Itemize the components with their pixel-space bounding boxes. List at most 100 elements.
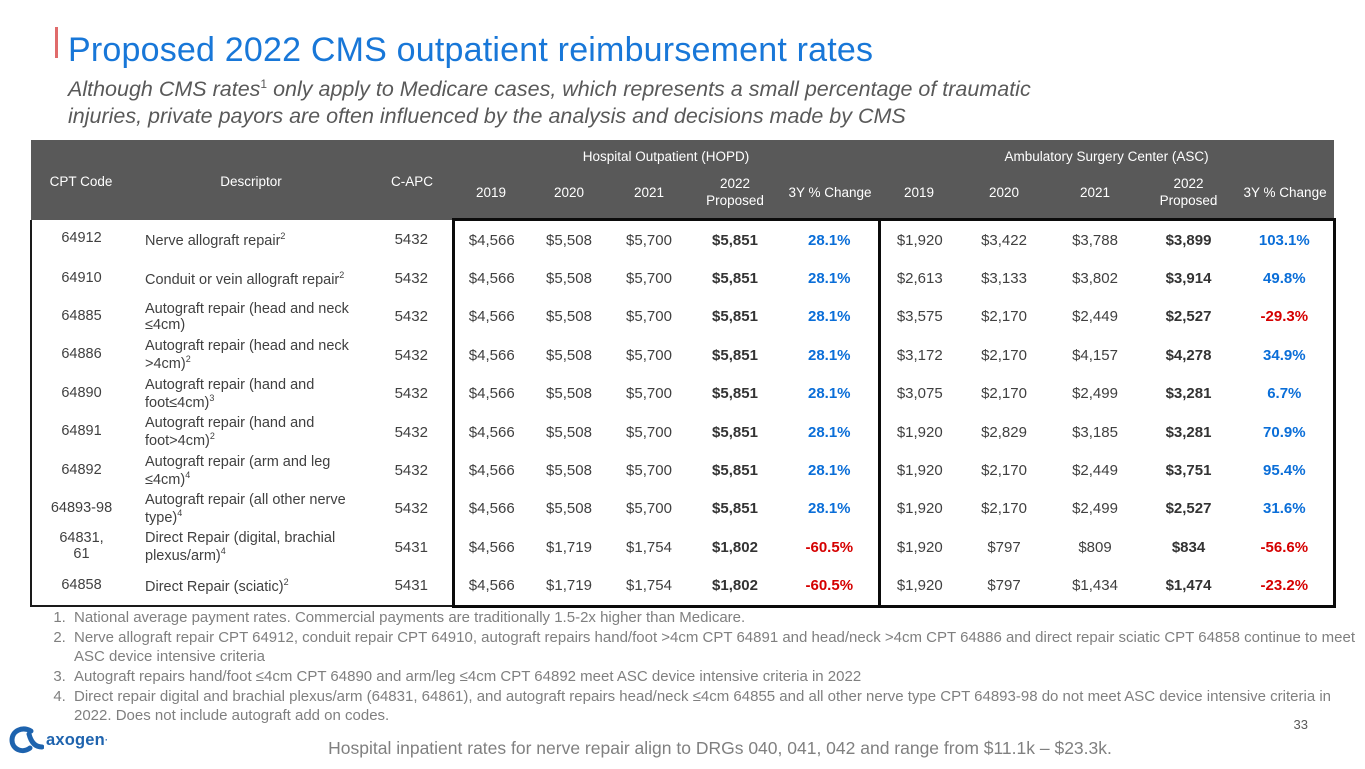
footnote-2: Nerve allograft repair CPT 64912, condui… [70,628,1365,666]
cpt-code-cell: 64891 [30,412,131,452]
asc-rate-cell: $3,281 [1141,412,1237,452]
hopd-rate-cell: $5,508 [529,412,609,452]
hopd-3y-change-cell: 28.1% [781,374,881,413]
asc-3y-change-cell: 6.7% [1236,374,1336,413]
asc-rate-cell: $1,920 [877,528,960,567]
col-header-hopd-2019: 2019 [453,168,529,220]
hopd-rate-cell: $5,700 [609,412,689,452]
descriptor-cell: Autograft repair (head and neck >4cm)2 [131,336,371,375]
asc-rate-cell: $3,788 [1049,218,1142,260]
table-row: 64858 Direct Repair (sciatic)2 5431 $4,566 $… [30,566,1336,608]
asc-rate-cell: $809 [1049,528,1142,567]
hopd-3y-change-cell: 28.1% [781,218,881,260]
axogen-logo-icon [9,726,44,754]
group-header-asc: Ambulatory Surgery Center (ASC) [879,140,1335,168]
asc-rate-cell: $2,170 [959,297,1050,337]
asc-rate-cell: $834 [1141,528,1237,567]
hopd-rate-cell: $5,851 [689,451,781,490]
descriptor-cell: Autograft repair (hand and foot>4cm)2 [131,412,371,452]
asc-rate-cell: $3,172 [877,336,960,375]
table-row: 64893-98 Autograft repair (all other nerv… [30,489,1336,529]
hopd-rate-cell: $5,700 [609,297,689,337]
col-header-asc-2019: 2019 [879,168,960,220]
cpt-code-cell: 64892 [30,451,131,490]
table-row: 64891 Autograft repair (hand and foot>4cm… [30,412,1336,452]
asc-rate-cell: $3,133 [959,259,1050,298]
hopd-rate-cell: $1,754 [609,528,689,567]
hopd-rate-cell: $4,566 [451,297,529,337]
table-row: 64910 Conduit or vein allograft repair2 54… [30,259,1336,298]
hopd-3y-change-cell: 28.1% [781,336,881,375]
subtitle-line1: Although CMS rates1 only apply to Medica… [68,76,1308,103]
capc-cell: 5431 [371,528,453,567]
asc-rate-cell: $1,920 [877,218,960,260]
hopd-rate-cell: $5,851 [689,259,781,298]
page-number: 33 [1293,717,1308,732]
asc-rate-cell: $3,075 [877,374,960,413]
hopd-rate-cell: $5,851 [689,297,781,337]
table-row: 64892 Autograft repair (arm and leg ≤4cm)… [30,451,1336,490]
hopd-rate-cell: $4,566 [451,336,529,375]
hopd-rate-cell: $4,566 [451,566,529,608]
asc-rate-cell: $2,170 [959,374,1050,413]
title-accent-bar [55,27,58,58]
asc-rate-cell: $2,170 [959,336,1050,375]
hopd-rate-cell: $1,719 [529,528,609,567]
col-header-cpt-code: CPT Code [31,140,131,220]
footer-note: Hospital inpatient rates for nerve repai… [328,738,1112,758]
asc-rate-cell: $3,751 [1141,451,1237,490]
subtitle-footnote-ref: 1 [260,76,268,91]
asc-rate-cell: $2,829 [959,412,1050,452]
cpt-code-cell: 64885 [30,297,131,337]
hopd-rate-cell: $5,700 [609,218,689,260]
asc-rate-cell: $2,449 [1049,451,1142,490]
hopd-rate-cell: $4,566 [451,451,529,490]
capc-cell: 5432 [371,297,453,337]
table-row: 64886 Autograft repair (head and neck >4c… [30,336,1336,375]
descriptor-cell: Autograft repair (arm and leg ≤4cm)4 [131,451,371,490]
asc-rate-cell: $1,920 [877,412,960,452]
asc-rate-cell: $2,170 [959,489,1050,529]
col-header-asc-2021: 2021 [1049,168,1142,220]
cpt-code-cell: 64886 [30,336,131,375]
capc-cell: 5432 [371,259,453,298]
hopd-3y-change-cell: 28.1% [781,489,881,529]
footnote-1: National average payment rates. Commerci… [70,608,1365,627]
subtitle-text: Although CMS rates [68,77,261,101]
hopd-rate-cell: $5,851 [689,218,781,260]
col-header-capc: C-APC [371,140,453,220]
asc-rate-cell: $797 [959,566,1050,608]
hopd-rate-cell: $5,700 [609,451,689,490]
table-row: 64890 Autograft repair (hand and foot≤4cm… [30,374,1336,413]
hopd-rate-cell: $4,566 [451,489,529,529]
descriptor-cell: Autograft repair (all other nerve type)4 [131,489,371,529]
cpt-code-cell: 64912 [30,219,131,260]
hopd-rate-cell: $5,700 [609,489,689,529]
capc-cell: 5432 [371,219,453,260]
capc-cell: 5432 [371,374,453,413]
asc-rate-cell: $3,899 [1141,218,1237,260]
hopd-3y-change-cell: -60.5% [781,528,881,567]
hopd-rate-cell: $5,851 [689,489,781,529]
col-header-hopd-3y-change: 3Y % Change [781,168,880,220]
cpt-code-cell: 64831, 61 [30,528,131,567]
capc-cell: 5432 [371,412,453,452]
hopd-rate-cell: $4,566 [451,218,529,260]
hopd-rate-cell: $5,508 [529,218,609,260]
cpt-code-cell: 64890 [30,374,131,413]
table-row: 64885 Autograft repair (head and neck ≤4c… [30,297,1336,337]
asc-3y-change-cell: 49.8% [1236,259,1336,298]
descriptor-cell: Autograft repair (head and neck ≤4cm) [131,297,371,337]
hopd-rate-cell: $1,719 [529,566,609,608]
axogen-logo-text: axogen [46,730,105,749]
asc-rate-cell: $3,575 [877,297,960,337]
hopd-rate-cell: $5,508 [529,259,609,298]
hopd-rate-cell: $5,508 [529,336,609,375]
capc-cell: 5432 [371,451,453,490]
hopd-3y-change-cell: 28.1% [781,412,881,452]
hopd-3y-change-cell: -60.5% [781,566,881,608]
table-row: 64831, 61 Direct Repair (digital, brachia… [30,528,1336,567]
hopd-rate-cell: $5,508 [529,374,609,413]
subtitle-line2: injuries, private payors are often influ… [68,103,906,128]
subtitle-text: only apply to Medicare cases, which repr… [267,77,1031,101]
